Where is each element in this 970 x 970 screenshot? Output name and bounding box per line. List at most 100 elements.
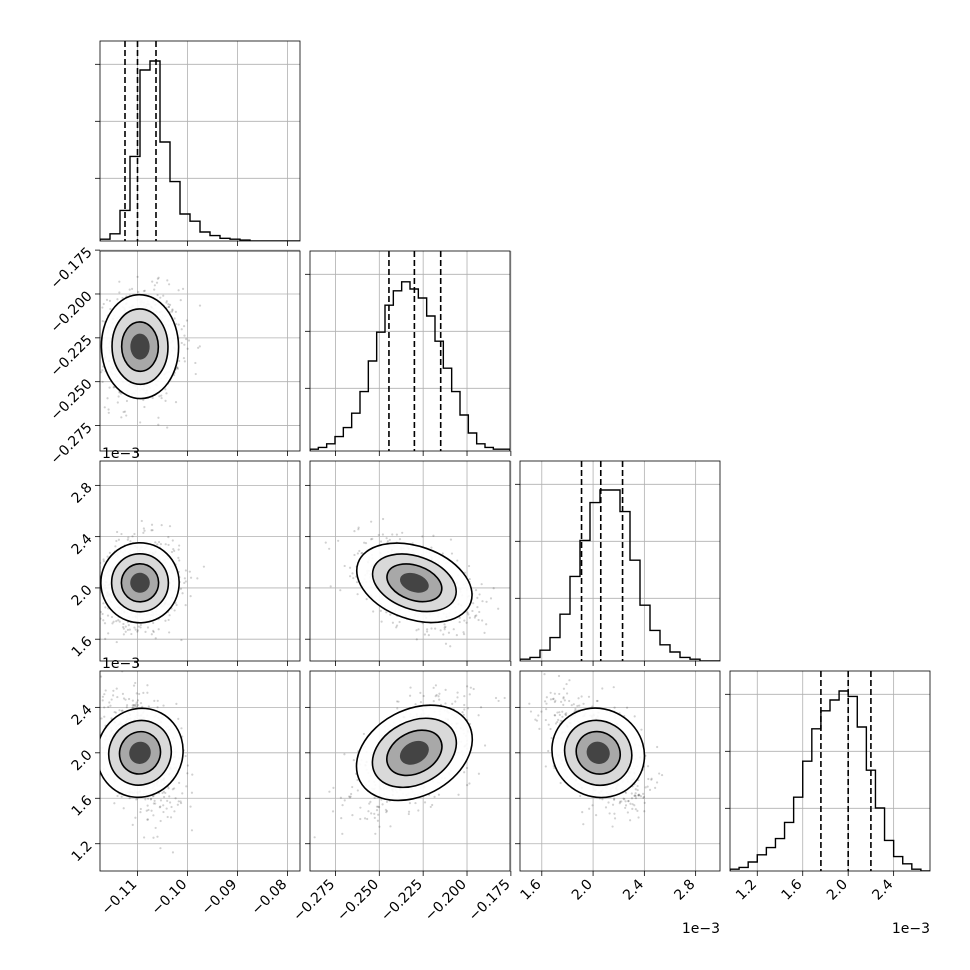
sample-point xyxy=(103,406,106,409)
sample-point xyxy=(137,290,140,294)
sample-point xyxy=(421,535,424,538)
sample-point xyxy=(176,803,179,806)
sample-point xyxy=(97,402,99,404)
sample-point xyxy=(642,796,645,799)
sample-point xyxy=(113,802,116,805)
sample-point xyxy=(408,694,412,697)
sample-point xyxy=(165,392,168,395)
sample-point xyxy=(180,727,183,730)
sample-point xyxy=(153,288,156,291)
sample-point xyxy=(178,781,181,784)
panel-content xyxy=(92,275,202,429)
corner-panels: −0.275−0.250−0.225−0.200−0.1751.62.02.42… xyxy=(48,40,931,937)
sample-point xyxy=(101,699,104,702)
sample-point xyxy=(146,684,149,687)
sample-point xyxy=(451,702,454,705)
sample-point xyxy=(101,612,104,616)
sample-point xyxy=(92,331,94,333)
sample-point xyxy=(162,804,165,807)
sample-point xyxy=(624,791,628,794)
sample-point xyxy=(133,626,136,629)
panel-frame xyxy=(99,460,301,662)
sample-point xyxy=(513,575,515,577)
sample-point xyxy=(374,832,377,835)
sample-point xyxy=(429,805,432,809)
sample-point xyxy=(171,851,175,854)
sample-point xyxy=(165,807,168,810)
sample-point xyxy=(433,795,436,798)
sample-point xyxy=(444,625,447,628)
sample-point xyxy=(430,546,433,549)
sample-point xyxy=(149,798,153,801)
x-tick-label: −0.175 xyxy=(466,877,514,925)
sample-point xyxy=(173,609,176,612)
sample-point xyxy=(465,766,469,770)
sample-point xyxy=(348,796,352,799)
sample-point xyxy=(106,397,109,400)
sample-point xyxy=(341,804,344,807)
sample-point xyxy=(162,810,165,814)
panel-1-1 xyxy=(305,250,512,456)
sample-point xyxy=(182,325,186,328)
sample-point xyxy=(443,628,446,631)
sample-point xyxy=(456,559,459,562)
sample-point xyxy=(483,631,486,634)
sample-point xyxy=(642,795,646,798)
sample-point xyxy=(182,356,186,360)
sample-point xyxy=(339,589,342,592)
sample-point xyxy=(143,405,146,409)
sample-point xyxy=(179,801,183,805)
sample-point xyxy=(160,394,163,397)
sample-point xyxy=(389,825,392,828)
sample-point xyxy=(94,573,96,575)
x-tick-label: −0.09 xyxy=(199,877,241,919)
sample-point xyxy=(118,280,121,283)
sample-point xyxy=(175,366,179,370)
panel-content xyxy=(520,461,720,661)
sample-point xyxy=(162,795,166,799)
panel-frame xyxy=(519,460,721,662)
sample-point xyxy=(462,631,465,634)
sample-point xyxy=(152,621,155,625)
sample-point xyxy=(186,772,189,775)
x-tick-label: −0.275 xyxy=(290,877,338,925)
sample-point xyxy=(398,537,402,541)
sample-point xyxy=(553,714,556,717)
contour-level-3 xyxy=(399,740,429,765)
sample-point xyxy=(367,810,370,813)
sample-point xyxy=(478,593,481,596)
sample-point xyxy=(132,703,135,707)
sample-point xyxy=(147,705,150,708)
sample-point xyxy=(432,534,435,537)
sample-point xyxy=(355,581,359,584)
sample-point xyxy=(407,810,411,813)
sample-point xyxy=(152,836,155,839)
sample-point xyxy=(197,346,200,349)
sample-point xyxy=(447,631,451,634)
sample-point xyxy=(183,343,186,346)
sample-point xyxy=(95,580,97,582)
sample-point xyxy=(139,421,142,424)
sample-point xyxy=(150,633,153,636)
sample-point xyxy=(357,528,360,531)
sample-point xyxy=(97,360,99,362)
sample-point xyxy=(385,800,389,803)
sample-point xyxy=(93,558,95,560)
sample-point xyxy=(177,289,180,292)
sample-point xyxy=(469,686,472,689)
sample-point xyxy=(94,598,96,600)
sample-point xyxy=(348,566,352,569)
sample-point xyxy=(139,623,142,627)
sample-point xyxy=(398,620,401,624)
sample-point xyxy=(368,802,371,805)
sample-point xyxy=(108,299,112,302)
sample-point xyxy=(349,795,352,798)
sample-point xyxy=(454,700,457,703)
sample-point xyxy=(114,545,117,548)
panel-0-0 xyxy=(95,40,301,246)
x-tick-label: −0.11 xyxy=(99,877,141,919)
sample-point xyxy=(477,618,480,622)
sample-point xyxy=(128,628,131,631)
sample-point xyxy=(79,680,81,682)
